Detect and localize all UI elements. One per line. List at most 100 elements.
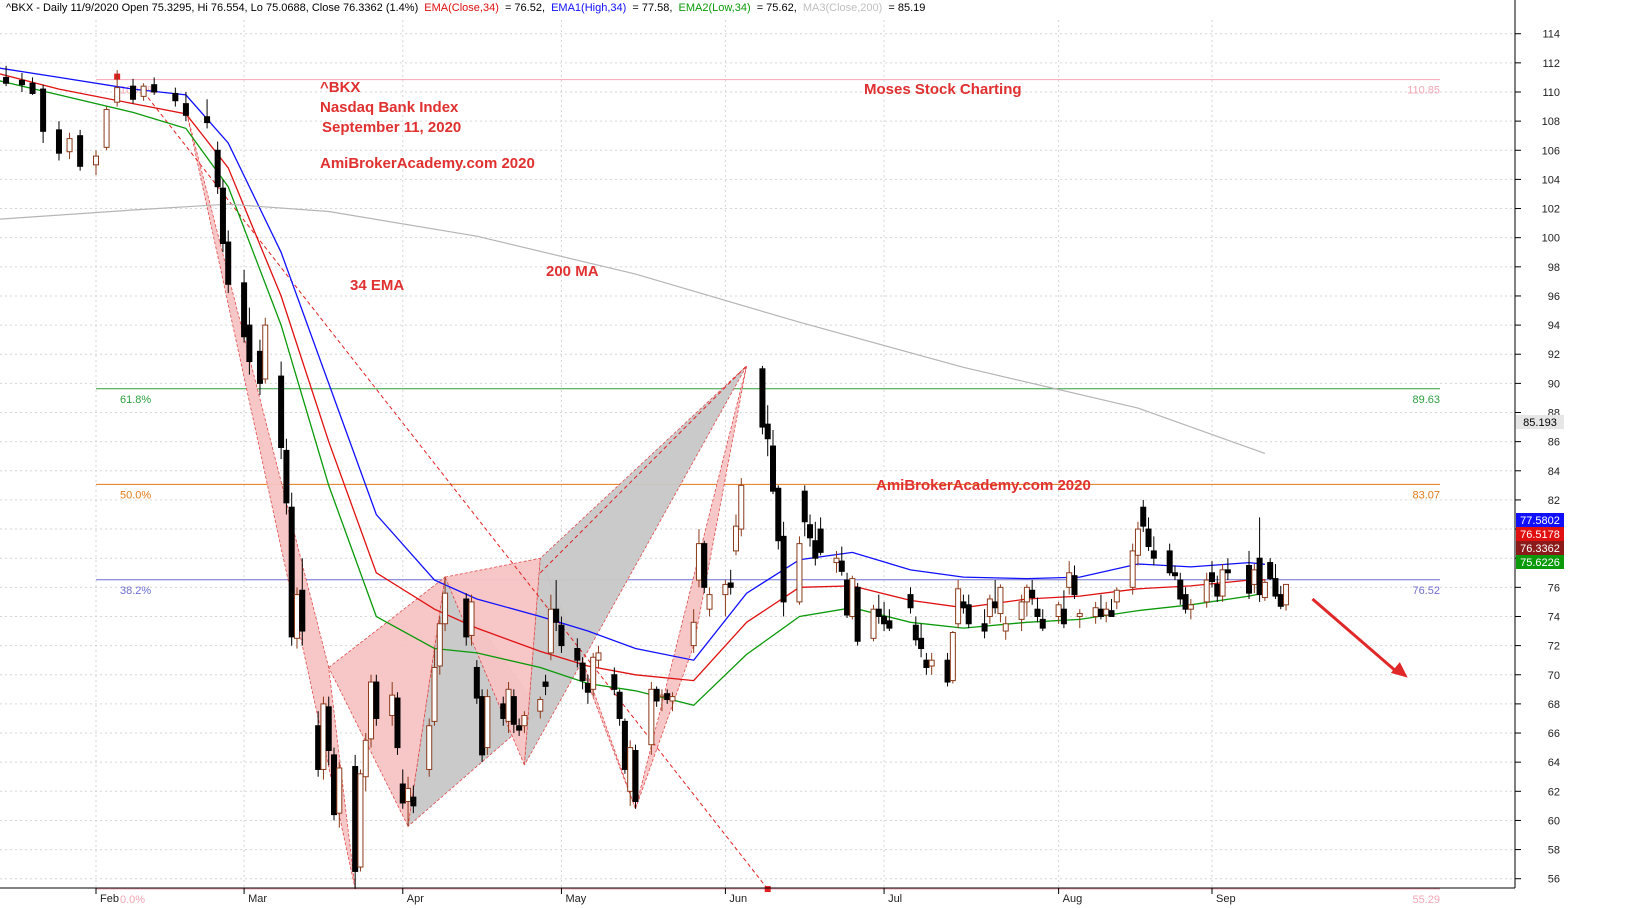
y-tick-label: 72 — [1548, 641, 1560, 653]
candle-body — [738, 484, 745, 530]
candle-body — [706, 594, 713, 610]
y-tick-label: 82 — [1548, 495, 1560, 507]
candle-body — [468, 601, 475, 636]
price-tag-label: 77.5802 — [1520, 515, 1560, 527]
watermark-middle: AmiBrokerAcademy.com 2020 — [876, 477, 1091, 494]
candle-body — [1029, 589, 1036, 599]
candle-body — [40, 88, 47, 132]
candle-body — [780, 535, 787, 603]
candle-body — [701, 543, 708, 588]
candle-body — [1251, 569, 1258, 585]
candle-body — [1023, 586, 1030, 603]
candle-body — [389, 694, 396, 717]
candle-body — [426, 725, 433, 770]
candle-body — [944, 659, 951, 683]
price-tag — [1516, 527, 1564, 541]
candle-body — [558, 624, 565, 647]
candle-body — [1203, 579, 1210, 603]
candle-body — [410, 796, 417, 807]
candle-body — [521, 715, 528, 727]
candle-body — [1039, 618, 1046, 629]
candle-body — [262, 324, 269, 380]
candle-body — [484, 696, 491, 749]
candle-body — [1177, 579, 1184, 600]
y-tick-label: 64 — [1548, 757, 1560, 769]
candle-body — [1103, 608, 1110, 616]
fib-level-left-label: 0.0% — [120, 894, 145, 906]
candle-body — [3, 76, 10, 84]
ema-note: 34 EMA — [350, 277, 404, 294]
candle-body — [854, 586, 861, 642]
candle-body — [616, 691, 623, 719]
candle-body — [246, 324, 253, 363]
candle-body — [812, 540, 819, 559]
fib-level-left-label: 50.0% — [120, 489, 151, 501]
candle-body — [1129, 550, 1136, 588]
x-tick-label: Mar — [248, 893, 267, 905]
candle-body — [172, 92, 179, 102]
y-tick-label: 110 — [1542, 87, 1560, 99]
projection-end-marker — [764, 886, 771, 893]
candle-body — [584, 682, 591, 693]
ma-line — [0, 73, 1265, 682]
candle-body — [431, 666, 438, 722]
candle-body — [336, 767, 343, 814]
candle-body — [1066, 572, 1073, 588]
projection-dashed-line — [143, 91, 769, 890]
candle-body — [1267, 562, 1274, 580]
ma-note: 200 MA — [546, 263, 599, 280]
candle-body — [1166, 550, 1173, 574]
candle-body — [479, 696, 486, 756]
candle-body — [331, 754, 338, 816]
candle-body — [394, 697, 401, 749]
y-tick-label: 76 — [1548, 582, 1560, 594]
chart-title-date: September 11, 2020 — [322, 119, 461, 136]
candle-body — [695, 543, 702, 581]
candlesticks — [3, 65, 1290, 889]
candle-body — [357, 773, 364, 868]
candle-body — [1113, 589, 1120, 603]
candle-body — [114, 87, 121, 103]
candle-body — [442, 592, 449, 625]
candle-body — [886, 620, 893, 629]
candle-body — [807, 524, 814, 539]
candle-body — [955, 588, 962, 625]
candle-body — [1140, 506, 1147, 527]
x-tick-label: Jun — [729, 893, 747, 905]
y-tick-label: 90 — [1548, 378, 1560, 390]
x-tick-label: Apr — [407, 893, 424, 905]
candle-body — [542, 681, 549, 687]
candle-body — [997, 586, 1004, 615]
candle-body — [1060, 608, 1067, 625]
price-tag-label: 75.6226 — [1520, 557, 1560, 569]
candle-body — [1272, 578, 1279, 597]
candle-body — [611, 674, 618, 690]
candle-body — [912, 624, 919, 641]
y-tick-label: 70 — [1548, 670, 1560, 682]
candle-body — [817, 528, 824, 553]
candle-body — [547, 608, 554, 654]
candle-body — [918, 637, 925, 650]
y-tick-label: 100 — [1542, 233, 1560, 245]
y-tick-label: 74 — [1548, 611, 1560, 623]
candle-body — [1171, 572, 1178, 577]
arrow-shaft — [1311, 597, 1399, 674]
y-tick-label: 106 — [1542, 145, 1560, 157]
candle-body — [29, 82, 36, 94]
candle-body — [516, 725, 523, 731]
candle-body — [405, 787, 412, 803]
price-tag — [1516, 555, 1564, 569]
candle-body — [182, 103, 189, 116]
candle-body — [1076, 613, 1083, 617]
trend-arrow — [1311, 597, 1408, 678]
candle-body — [770, 445, 777, 492]
candle-body — [1150, 550, 1157, 559]
header-line: ^BKX - Daily 11/9/2020 Open 75.3295, Hi … — [6, 2, 925, 14]
candle-body — [463, 598, 470, 638]
chart-title-name: Nasdaq Bank Index — [320, 99, 459, 116]
candle-body — [648, 688, 655, 746]
candle-body — [732, 525, 739, 552]
candle-body — [500, 703, 507, 719]
brand-label: Moses Stock Charting — [864, 81, 1022, 98]
